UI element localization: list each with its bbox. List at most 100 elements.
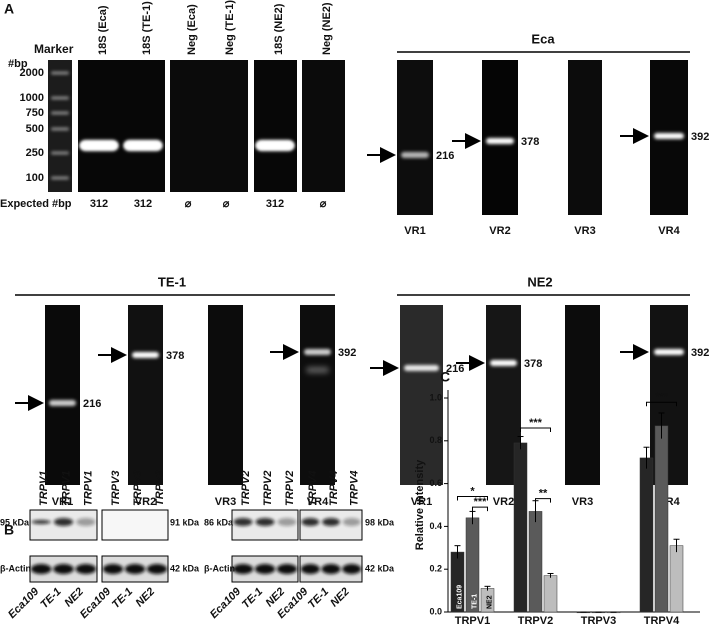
gel-image	[128, 305, 163, 485]
gene-label: TRPV4	[349, 471, 361, 506]
gel-band	[51, 176, 69, 180]
gel-image	[208, 305, 243, 485]
panel-label: B	[4, 522, 14, 538]
actin-band	[300, 564, 320, 574]
cell-label: NE2	[62, 586, 86, 610]
gel-image	[397, 60, 433, 215]
expected-value: 312	[266, 198, 284, 210]
lane-name: VR1	[52, 496, 73, 508]
cell-label: TE-1	[306, 586, 331, 611]
band-size: 216	[83, 398, 101, 410]
gel-band	[256, 142, 294, 149]
band-size: 378	[166, 350, 184, 362]
gel-image	[568, 60, 602, 215]
bp-label: #bp	[8, 58, 28, 70]
significance-bracket	[457, 495, 488, 501]
gel-band	[404, 365, 439, 371]
panel-label: C	[440, 369, 450, 385]
band-size: 216	[436, 150, 454, 162]
y-tick-label: 0.8	[429, 435, 442, 445]
y-tick-label: 0.2	[429, 564, 442, 574]
blot-band	[76, 518, 96, 526]
blot-band	[342, 518, 361, 526]
cell-label: Eca109	[6, 585, 42, 621]
gel-band	[80, 142, 118, 149]
lane-name: VR2	[135, 496, 156, 508]
gel-band	[486, 138, 514, 144]
gel-image	[45, 305, 80, 485]
group-title: NE2	[527, 274, 552, 289]
expected-value: ⌀	[185, 198, 192, 210]
y-tick-label: 0.0	[429, 606, 442, 616]
blot-band	[277, 518, 297, 526]
cell-label: NE2	[134, 586, 158, 610]
blot-band	[301, 518, 320, 526]
band-size: 392	[338, 347, 356, 359]
band-size: 216	[446, 363, 464, 375]
cell-label: NE2	[328, 586, 352, 610]
gel-band	[51, 151, 69, 155]
x-tick-label: TRPV2	[518, 615, 553, 627]
gene-label: TRPV4	[328, 471, 340, 506]
actin-band	[342, 564, 362, 574]
blot-band	[31, 520, 51, 524]
lane-label: 18S (NE2)	[273, 3, 285, 55]
gene-label: TRPV2	[262, 471, 274, 506]
blot-band	[53, 518, 74, 526]
x-tick-label: TRPV4	[644, 615, 680, 627]
bar	[669, 545, 684, 613]
actin-band	[232, 564, 254, 574]
blot-band	[233, 518, 253, 526]
series-label: NE2	[486, 595, 493, 609]
significance-bracket	[535, 498, 551, 503]
lane-label: 18S (TE-1)	[141, 1, 153, 55]
marker-label: Marker	[34, 42, 74, 56]
actin-band	[102, 564, 124, 574]
significance-label: *	[470, 485, 475, 497]
gene-label: TRPV1	[83, 471, 95, 506]
lane-name: VR1	[411, 496, 432, 508]
ladder-label: 250	[26, 147, 44, 159]
ladder-label: 1000	[20, 92, 44, 104]
gel-image	[48, 60, 72, 192]
significance-bracket	[520, 427, 551, 432]
actin-band	[321, 564, 341, 574]
gel-band	[51, 127, 69, 131]
gene-label: TRPV1	[60, 471, 72, 506]
bar	[639, 457, 654, 613]
gene-label: TRPV2	[240, 471, 252, 506]
band-size: 392	[691, 131, 709, 143]
expected-value: 312	[134, 198, 152, 210]
gel-image	[254, 60, 297, 192]
kda-label: 95 kDa	[0, 517, 30, 527]
lane-name: VR3	[574, 225, 595, 237]
cell-label: Eca109	[78, 585, 114, 621]
cell-label: TE-1	[110, 586, 135, 611]
cell-label: TE-1	[38, 586, 63, 611]
bar	[543, 575, 558, 613]
axis-title: Relative intensity	[414, 459, 426, 550]
band-size: 378	[524, 358, 542, 370]
lane-label: Neg (TE-1)	[224, 0, 236, 55]
lane-name: VR4	[307, 496, 329, 508]
gene-label: TRPV2	[284, 471, 296, 506]
gel-band	[304, 349, 331, 355]
gel-band	[51, 111, 69, 115]
x-tick-label: TRPV1	[455, 615, 490, 627]
lane-name: VR3	[572, 496, 593, 508]
gene-label: TRPV1	[38, 471, 50, 506]
significance-label: ***	[529, 417, 543, 429]
lane-name: VR4	[658, 225, 680, 237]
ladder-label: 100	[26, 172, 44, 184]
gel-image	[565, 305, 600, 485]
lane-name: VR2	[489, 225, 510, 237]
blot-band	[322, 518, 340, 526]
series-label: TE-1	[471, 594, 478, 609]
panel-label: A	[4, 1, 14, 17]
gel-image	[400, 305, 443, 485]
expected-value: ⌀	[320, 198, 327, 210]
lane-name: VR3	[215, 496, 236, 508]
gel-band	[654, 133, 684, 139]
actin-band	[276, 564, 298, 574]
gel-band	[306, 367, 329, 373]
